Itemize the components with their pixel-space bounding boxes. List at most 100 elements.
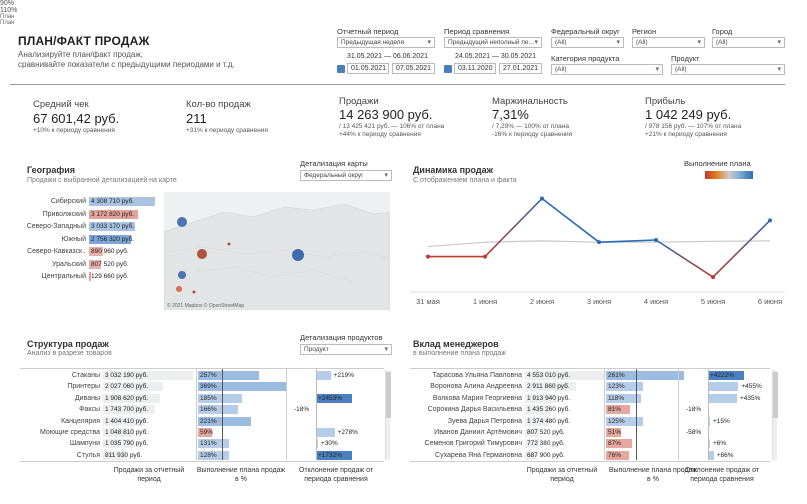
geo-row-bar[interactable] — [89, 259, 102, 269]
sales-value: 772 380 руб. — [527, 440, 565, 448]
managers-foot-sales: Продажи за отчетный период — [526, 467, 598, 483]
plan-pct-bar[interactable] — [198, 428, 213, 437]
scroll-thumb[interactable] — [773, 372, 778, 418]
plan-line — [635, 368, 637, 460]
sales-bar[interactable] — [525, 393, 559, 403]
product-select[interactable]: (All) — [671, 64, 785, 75]
compare-to-input[interactable]: 27.01.2021 — [499, 63, 542, 74]
table-row-label: Факсы — [79, 406, 100, 414]
deviation-bar[interactable] — [316, 393, 352, 403]
geo-row-bar[interactable] — [89, 222, 136, 231]
fact-series-segment — [712, 219, 771, 278]
map[interactable]: © 2021 Mapbox © OpenStreetMap — [164, 192, 390, 310]
sales-bar[interactable] — [525, 439, 539, 449]
sales-bar[interactable] — [525, 450, 538, 460]
sales-bar[interactable] — [103, 405, 155, 415]
structure-scrollbar[interactable] — [385, 370, 391, 460]
geo-row-bar[interactable] — [89, 272, 91, 281]
structure-subtitle: Анализ в разрезе товаров — [27, 350, 112, 357]
sales-bar[interactable] — [103, 450, 128, 460]
plan-pct-bar[interactable] — [606, 393, 642, 403]
period-to-input[interactable]: 07.05.2021 — [392, 63, 435, 74]
structure-detail-label: Детализация продуктов — [300, 333, 383, 342]
geo-row-label: Северо-Западный — [26, 223, 86, 230]
managers-scrollbar[interactable] — [772, 370, 778, 460]
fact-point[interactable] — [426, 254, 430, 259]
plan-pct-bar[interactable] — [198, 371, 260, 380]
geo-row-bar[interactable] — [89, 197, 155, 206]
sales-bar[interactable] — [103, 428, 135, 437]
sales-bar[interactable] — [525, 371, 605, 380]
map-bubble-center[interactable] — [197, 249, 207, 259]
district-select[interactable]: (All) — [551, 37, 624, 48]
deviation-bar[interactable] — [708, 393, 737, 403]
plan-pct-value: 118% — [608, 394, 625, 402]
plan-pct-bar[interactable] — [606, 382, 643, 392]
compare-range: 24.05.2021 — 30.05.2021 — [455, 53, 536, 60]
geo-row-bar[interactable] — [89, 247, 103, 256]
deviation-bar[interactable] — [708, 371, 744, 380]
sales-bar[interactable] — [103, 439, 134, 449]
plan-pct-value: 128% — [200, 451, 217, 459]
fact-point[interactable] — [654, 238, 658, 242]
map-bubble-northwest[interactable] — [177, 217, 187, 227]
plan-pct-bar[interactable] — [606, 371, 684, 380]
fact-point[interactable] — [597, 240, 601, 245]
map-bubble-siberia[interactable] — [292, 249, 304, 261]
deviation-bar[interactable] — [316, 428, 335, 437]
kpi-sub: +44% к периоду сравнения — [339, 131, 421, 138]
plan-pct-bar[interactable] — [606, 428, 622, 437]
managers-foot-plan: Выполнение плана продаж в % — [608, 467, 698, 483]
table-row-label: Моющие средства — [39, 429, 100, 436]
fact-point[interactable] — [711, 275, 715, 280]
map-bubble-caucasus[interactable] — [192, 290, 196, 294]
deviation-bar[interactable] — [316, 371, 331, 380]
region-select[interactable]: (All) — [632, 37, 705, 48]
sales-bar[interactable] — [525, 382, 577, 392]
category-select[interactable]: (All) — [551, 64, 663, 75]
period-select[interactable]: Предыдущая неделя — [337, 37, 435, 48]
city-select[interactable]: (All) — [712, 37, 785, 48]
deviation-bar[interactable] — [708, 416, 710, 426]
fact-point[interactable] — [483, 254, 487, 259]
compare-from-input[interactable]: 03.11.2020 — [454, 63, 496, 74]
sales-bar[interactable] — [103, 416, 145, 426]
deviation-bar[interactable] — [316, 439, 318, 449]
sales-bar[interactable] — [103, 371, 193, 380]
plan-pct-bar[interactable] — [606, 439, 632, 449]
plan-pct-bar[interactable] — [198, 416, 251, 426]
plan-pct-value: 166% — [200, 406, 217, 414]
compare-select[interactable]: Предыдущий неполный пе... — [444, 37, 542, 48]
plan-pct-bar[interactable] — [198, 405, 238, 415]
sales-bar[interactable] — [525, 416, 550, 426]
deviation-bar[interactable] — [708, 450, 714, 460]
map-bubble-volga[interactable] — [178, 271, 186, 279]
sales-bar[interactable] — [525, 405, 551, 415]
sales-bar[interactable] — [103, 393, 160, 403]
plan-pct-value: 123% — [608, 383, 625, 391]
fact-point[interactable] — [540, 196, 544, 201]
plan-pct-bar[interactable] — [606, 405, 631, 415]
map-bubble-south[interactable] — [176, 286, 182, 292]
plan-pct-bar[interactable] — [606, 416, 644, 426]
calendar-icon[interactable] — [444, 65, 452, 73]
sales-bar[interactable] — [525, 428, 540, 437]
geo-detail-select[interactable]: Федеральный округ — [300, 170, 392, 181]
structure-detail-select[interactable]: Продукт — [300, 344, 392, 355]
plan-pct-bar[interactable] — [198, 450, 229, 460]
geo-row-bar[interactable] — [89, 209, 138, 219]
calendar-icon[interactable] — [337, 65, 345, 73]
plan-pct-bar[interactable] — [606, 450, 629, 460]
sales-bar[interactable] — [103, 382, 164, 392]
deviation-bar[interactable] — [316, 450, 352, 460]
deviation-bar[interactable] — [708, 439, 710, 449]
plan-pct-bar[interactable] — [198, 439, 230, 449]
scroll-thumb[interactable] — [386, 372, 391, 418]
period-from-input[interactable]: 01.05.2021 — [347, 63, 389, 74]
map-bubble-ural[interactable] — [227, 242, 231, 246]
geo-row-bar[interactable] — [89, 234, 132, 244]
fact-point[interactable] — [768, 218, 772, 223]
deviation-bar[interactable] — [708, 382, 739, 392]
plan-pct-bar[interactable] — [198, 382, 286, 392]
plan-pct-bar[interactable] — [198, 393, 243, 403]
